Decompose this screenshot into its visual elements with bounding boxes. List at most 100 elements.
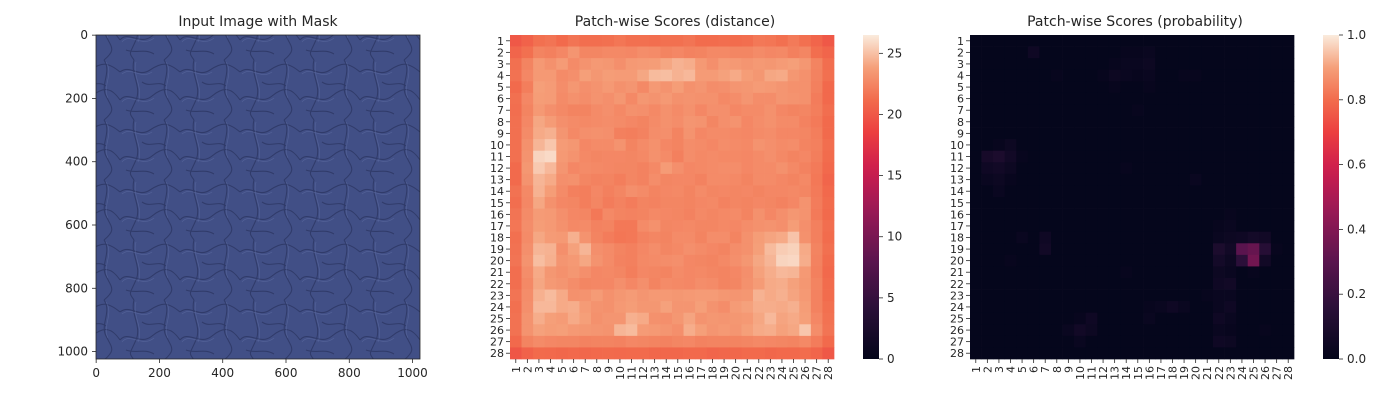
- dist-heatmap-cell: [706, 324, 719, 337]
- prob-heatmap-cell: [1155, 231, 1168, 244]
- dist-heatmap-cell: [799, 69, 812, 82]
- prob-heatmap-cell: [1074, 35, 1087, 47]
- dist-heatmap-cell: [822, 254, 835, 267]
- dist-heatmap-cell: [521, 162, 534, 175]
- dist-heatmap-cell: [776, 150, 789, 163]
- prob-heatmap-cell: [1143, 150, 1156, 163]
- dist-heatmap-cell: [764, 266, 777, 279]
- dist-heatmap-cell: [567, 162, 580, 175]
- prob-heatmap-cell: [1004, 231, 1017, 244]
- dist-heatmap-cell: [660, 81, 673, 94]
- prob-heatmap-cell: [1143, 324, 1156, 337]
- probability-heatmap-panel: Patch-wise Scores (probability) 12345678…: [950, 14, 1366, 380]
- dist-column-label: 8: [591, 366, 604, 373]
- dist-heatmap-cell: [741, 162, 754, 175]
- prob-heatmap-cell: [1051, 139, 1063, 152]
- dist-heatmap-cell: [533, 46, 546, 59]
- dist-heatmap-cell: [822, 35, 835, 47]
- prob-heatmap-cell: [1074, 116, 1087, 128]
- dist-heatmap-cell: [648, 335, 661, 348]
- dist-heatmap-cell: [660, 347, 673, 360]
- prob-heatmap-cell: [1120, 254, 1133, 267]
- dist-heatmap-cell: [614, 92, 627, 105]
- dist-heatmap-cell: [614, 335, 627, 348]
- prob-heatmap-cell: [1108, 116, 1121, 128]
- dist-heatmap-cell: [567, 324, 580, 337]
- dist-heatmap-cell: [729, 185, 742, 198]
- dist-heatmap-cell: [695, 324, 708, 337]
- dist-heatmap-cell: [810, 150, 823, 163]
- prob-heatmap-cell: [1016, 220, 1029, 233]
- prob-heatmap-cell: [1074, 347, 1087, 360]
- prob-heatmap-cell: [981, 301, 994, 314]
- dist-heatmap-cell: [729, 324, 742, 337]
- dist-heatmap-cell: [567, 312, 580, 325]
- prob-heatmap-cell: [1132, 35, 1144, 47]
- prob-heatmap-cell: [1155, 197, 1168, 209]
- prob-heatmap-cell: [1155, 278, 1168, 290]
- dist-heatmap-cell: [695, 104, 708, 117]
- dist-heatmap-cell: [660, 278, 673, 290]
- prob-heatmap-cell: [1039, 127, 1052, 140]
- prob-heatmap-cell: [1155, 69, 1168, 82]
- prob-heatmap-cell: [1178, 301, 1191, 314]
- prob-heatmap-cell: [1039, 301, 1052, 314]
- dist-heatmap-cell: [741, 139, 754, 152]
- prob-heatmap-cell: [981, 185, 994, 198]
- prob-heatmap-cell: [1189, 150, 1202, 163]
- dist-heatmap-cell: [706, 139, 719, 152]
- dist-heatmap-cell: [776, 335, 789, 348]
- prob-heatmap-cell: [1189, 254, 1202, 267]
- prob-heatmap-cell: [1120, 266, 1133, 279]
- dist-heatmap-cell: [822, 46, 835, 59]
- prob-heatmap-cell: [1097, 266, 1110, 279]
- dist-heatmap-cell: [799, 35, 812, 47]
- prob-heatmap-cell: [1259, 312, 1272, 325]
- prob-heatmap-cell: [1132, 173, 1144, 186]
- dist-heatmap-cell: [753, 312, 765, 325]
- dist-heatmap-cell: [822, 104, 835, 117]
- prob-heatmap-cell: [1108, 312, 1121, 325]
- prob-heatmap-cell: [1132, 46, 1144, 59]
- dist-heatmap-cell: [729, 220, 742, 233]
- dist-heatmap-cell: [764, 312, 777, 325]
- dist-heatmap-cell: [718, 301, 731, 314]
- dist-heatmap-cell: [672, 58, 684, 71]
- prob-heatmap-cell: [981, 278, 994, 290]
- prob-heatmap-cell: [1143, 312, 1156, 325]
- prob-heatmap-cell: [1236, 347, 1249, 360]
- prob-heatmap-cell: [1247, 324, 1260, 337]
- prob-heatmap-cell: [1201, 231, 1214, 244]
- prob-heatmap-cell: [1004, 254, 1017, 267]
- dist-row-label: 7: [497, 104, 504, 117]
- prob-heatmap-cell: [1051, 335, 1063, 348]
- prob-heatmap-cell: [981, 69, 994, 82]
- prob-heatmap-cell: [1166, 324, 1179, 337]
- dist-heatmap-cell: [683, 69, 696, 82]
- dist-heatmap-cell: [787, 335, 800, 348]
- dist-heatmap-cell: [591, 197, 603, 209]
- prob-heatmap-cell: [1016, 162, 1029, 175]
- probability-heatmap-row-labels: 1234567891011121314151617181920212223242…: [950, 35, 970, 360]
- dist-heatmap-cell: [741, 35, 754, 47]
- dist-colorbar-tick-label: 0: [887, 352, 895, 366]
- prob-heatmap-cell: [1097, 197, 1110, 209]
- prob-heatmap-cell: [1074, 312, 1087, 325]
- dist-heatmap-cell: [764, 104, 777, 117]
- prob-heatmap-cell: [1132, 127, 1144, 140]
- dist-heatmap-cell: [729, 254, 742, 267]
- dist-heatmap-cell: [683, 116, 696, 128]
- dist-row-label: 11: [490, 151, 504, 164]
- dist-heatmap-cell: [718, 81, 731, 94]
- dist-heatmap-cell: [510, 104, 522, 117]
- prob-heatmap-cell: [1189, 185, 1202, 198]
- dist-heatmap-cell: [521, 69, 534, 82]
- dist-heatmap-cell: [625, 46, 638, 59]
- dist-heatmap-cell: [776, 312, 789, 325]
- dist-heatmap-cell: [614, 347, 627, 360]
- prob-heatmap-cell: [1247, 278, 1260, 290]
- dist-heatmap-cell: [729, 139, 742, 152]
- prob-heatmap-cell: [1074, 162, 1087, 175]
- dist-heatmap-cell: [648, 254, 661, 267]
- prob-heatmap-cell: [1224, 231, 1237, 244]
